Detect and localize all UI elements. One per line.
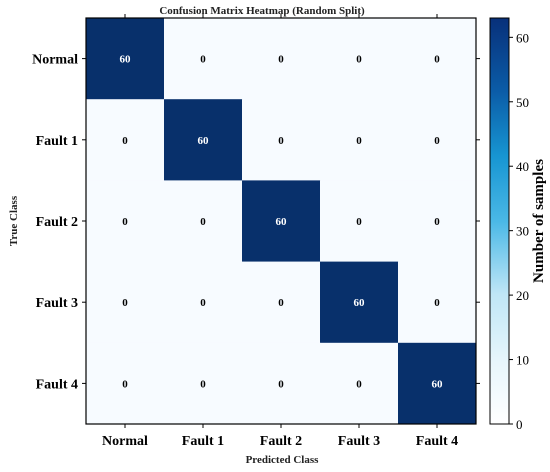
colorbar-tick-label: 20 (516, 288, 529, 303)
cell-value-label: 0 (356, 216, 362, 228)
colorbar-tick-label: 50 (516, 95, 529, 110)
cell-value-label: 0 (200, 54, 206, 66)
heatmap-cell (242, 342, 321, 425)
colorbar-tick-label: 60 (516, 30, 529, 45)
cell-value-label: 60 (354, 297, 366, 309)
heatmap-cell (398, 18, 477, 100)
colorbar-ticks: 0 10 20 30 40 50 60 (509, 30, 529, 432)
cell-value-label: 0 (434, 297, 440, 309)
heatmap-cell (164, 99, 243, 181)
chart-title: Confusion Matrix Heatmap (Random Split) (159, 5, 365, 17)
heatmap-cell (164, 180, 243, 262)
heatmap-cell (398, 342, 477, 425)
heatmap-cell (320, 180, 399, 262)
heatmap-cell (398, 99, 477, 181)
heatmap-cell (320, 99, 399, 181)
cell-value-label: 0 (356, 378, 362, 390)
colorbar-tick-label: 10 (516, 353, 529, 368)
y-axis-ticks: Normal Fault 1 Fault 2 Fault 3 Fault 4 (32, 53, 480, 392)
cell-value-label: 0 (356, 135, 362, 147)
heatmap-cells (86, 18, 477, 425)
heatmap-cell (320, 342, 399, 425)
colorbar-tick-label: 40 (516, 159, 529, 174)
heatmap-cell-labels: 60 0 0 0 0 0 60 0 0 0 0 0 60 0 0 0 0 0 60 0 0 0 0 0 60 (120, 54, 444, 391)
colorbar-tick-label: 30 (516, 224, 529, 239)
cell-value-label: 0 (278, 297, 284, 309)
cell-value-label: 0 (200, 216, 206, 228)
heatmap-cell (164, 342, 243, 425)
cell-value-label: 0 (122, 216, 128, 228)
heatmap-cell (242, 18, 321, 100)
y-tick-label: Fault 1 (36, 134, 78, 149)
y-tick-label: Fault 3 (36, 296, 78, 311)
heatmap-cell (398, 180, 477, 262)
cell-value-label: 0 (122, 135, 128, 147)
heatmap-cell (86, 261, 165, 344)
heatmap-cell (86, 180, 165, 262)
x-axis-label: Predicted Class (246, 454, 320, 466)
cell-value-label: 0 (356, 54, 362, 66)
heatmap-cell (242, 99, 321, 181)
y-tick-label: Normal (32, 53, 78, 68)
heatmap-cell (242, 180, 321, 262)
cell-value-label: 60 (198, 135, 210, 147)
cell-value-label: 60 (432, 378, 444, 390)
cell-value-label: 0 (434, 135, 440, 147)
x-tick-label: Normal (102, 434, 148, 449)
cell-value-label: 0 (278, 54, 284, 66)
cell-value-label: 0 (434, 54, 440, 66)
x-tick-label: Fault 1 (182, 434, 224, 449)
y-tick-label: Fault 4 (36, 377, 78, 392)
heatmap-cell (164, 18, 243, 100)
heatmap-cell (86, 18, 165, 100)
x-axis-ticks: Normal Fault 1 Fault 2 Fault 3 Fault 4 (102, 14, 458, 449)
cell-value-label: 0 (200, 297, 206, 309)
heatmap-cell (398, 261, 477, 344)
x-tick-label: Fault 4 (416, 434, 458, 449)
heatmap-cell (86, 342, 165, 425)
heatmap-cell (320, 261, 399, 344)
heatmap-cell (164, 261, 243, 344)
colorbar-label: Number of samples (531, 159, 547, 283)
x-tick-label: Fault 2 (260, 434, 302, 449)
colorbar-tick-label: 0 (516, 417, 523, 432)
x-tick-label: Fault 3 (338, 434, 380, 449)
cell-value-label: 0 (434, 216, 440, 228)
heatmap-cell (86, 99, 165, 181)
cell-value-label: 0 (200, 378, 206, 390)
heatmap-cell (320, 18, 399, 100)
cell-value-label: 0 (278, 135, 284, 147)
cell-value-label: 0 (122, 378, 128, 390)
colorbar (489, 17, 510, 425)
cell-value-label: 60 (120, 54, 132, 66)
heatmap-cell (242, 261, 321, 344)
cell-value-label: 0 (122, 297, 128, 309)
y-tick-label: Fault 2 (36, 215, 78, 230)
cell-value-label: 60 (276, 216, 288, 228)
y-axis-label: True Class (8, 195, 20, 246)
cell-value-label: 0 (278, 378, 284, 390)
